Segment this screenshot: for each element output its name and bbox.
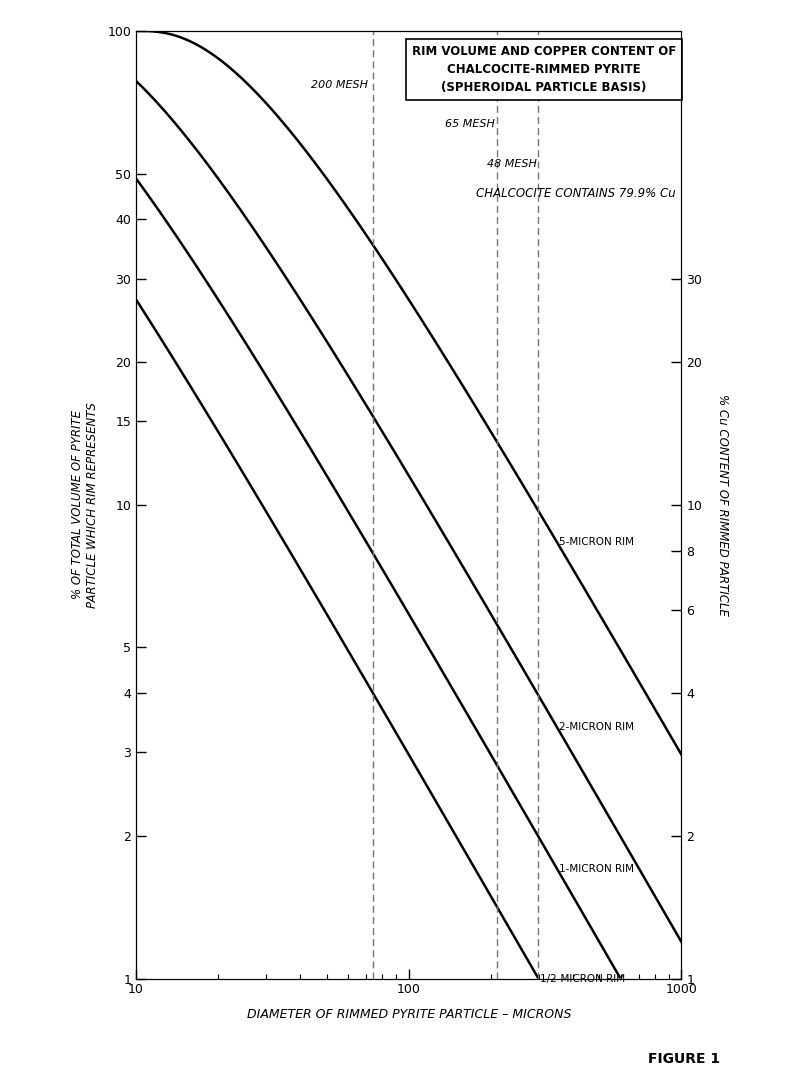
Text: 48 MESH: 48 MESH bbox=[486, 159, 537, 169]
Text: 1/2-MICRON RIM: 1/2-MICRON RIM bbox=[540, 973, 626, 983]
Text: 200 MESH: 200 MESH bbox=[311, 80, 368, 90]
Text: 5-MICRON RIM: 5-MICRON RIM bbox=[559, 537, 634, 547]
Text: CHALCOCITE CONTAINS 79.9% Cu: CHALCOCITE CONTAINS 79.9% Cu bbox=[476, 187, 676, 201]
X-axis label: DIAMETER OF RIMMED PYRITE PARTICLE – MICRONS: DIAMETER OF RIMMED PYRITE PARTICLE – MIC… bbox=[246, 1007, 571, 1020]
Y-axis label: % Cu CONTENT OF RIMMED PARTICLE: % Cu CONTENT OF RIMMED PARTICLE bbox=[716, 393, 729, 616]
Text: 65 MESH: 65 MESH bbox=[445, 119, 495, 130]
Text: FIGURE 1: FIGURE 1 bbox=[648, 1052, 720, 1066]
Text: RIM VOLUME AND COPPER CONTENT OF
CHALCOCITE-RIMMED PYRITE
(SPHEROIDAL PARTICLE B: RIM VOLUME AND COPPER CONTENT OF CHALCOC… bbox=[412, 45, 676, 94]
Y-axis label: % OF TOTAL VOLUME OF PYRITE
PARTICLE WHICH RIM REPRESENTS: % OF TOTAL VOLUME OF PYRITE PARTICLE WHI… bbox=[71, 402, 99, 607]
Text: 2-MICRON RIM: 2-MICRON RIM bbox=[559, 723, 634, 732]
Text: 1-MICRON RIM: 1-MICRON RIM bbox=[559, 864, 634, 874]
